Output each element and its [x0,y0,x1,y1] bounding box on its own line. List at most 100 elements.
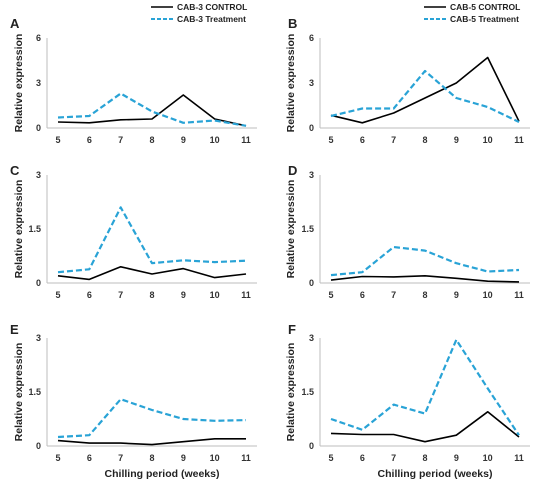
x-tick-label: 7 [391,453,396,463]
treatment-data-point [182,259,185,262]
treatment-data-point [57,271,60,274]
panel-letter: F [288,322,296,337]
control-data-point [119,118,122,121]
treatment-data-point [486,106,489,109]
x-tick-label: 6 [360,290,365,300]
x-tick-label: 10 [483,453,493,463]
x-tick-label: 8 [149,453,154,463]
legend-label: CAB-3 Treatment [177,14,246,24]
x-tick-label: 11 [241,453,251,463]
treatment-data-point [245,419,248,422]
treatment-data-point [424,249,427,252]
x-tick-label: 10 [483,135,493,145]
y-axis-title: Relative expression [13,343,25,442]
treatment-series-line [57,92,247,127]
control-data-point [213,276,216,279]
control-data-point [182,440,185,443]
treatment-data-point [213,419,216,422]
y-tick-label: 6 [36,33,41,43]
control-data-point [424,97,427,100]
control-data-point [245,437,248,440]
control-data-point [88,278,91,281]
control-data-point [361,433,364,436]
panel-d: D Relative expression 0 1.5 3 5 6 7 8 9 10 11 [285,163,530,300]
x-tick-label: 10 [210,453,220,463]
y-tick-label: 3 [309,333,314,343]
x-tick-label: 6 [360,453,365,463]
treatment-data-point [392,246,395,249]
control-data-point [182,267,185,270]
x-tick-label: 6 [87,290,92,300]
panel-c: C Relative expression 0 1.5 3 5 6 7 8 9 10 11 [10,163,257,300]
x-tick-label: 10 [210,135,220,145]
treatment-data-point [88,268,91,271]
control-data-point [88,121,91,124]
y-axis-title: Relative expression [285,34,297,133]
y-tick-label: 3 [36,170,41,180]
y-tick-label: 1.5 [301,387,314,397]
treatment-data-point [518,269,521,272]
y-axis-title: Relative expression [13,180,25,279]
treatment-data-point [151,409,154,412]
treatment-data-point [392,107,395,110]
control-data-point [361,275,364,278]
x-tick-label: 11 [514,453,524,463]
x-tick-label: 9 [454,290,459,300]
control-series-line [330,56,520,124]
control-data-point [245,273,248,276]
treatment-series-line [330,69,520,123]
control-data-point [455,277,458,280]
x-tick-label: 6 [87,453,92,463]
y-tick-label: 3 [309,170,314,180]
panel-b: B Relative expression 0 3 6 5 6 7 8 9 10 11 CAB-5 CO… [285,2,530,145]
x-axis-title: Chilling period (weeks) [105,468,220,480]
control-data-point [57,121,60,124]
y-tick-label: 0 [36,441,41,451]
treatment-data-point [455,97,458,100]
treatment-series-line [57,398,247,439]
control-data-point [330,432,333,435]
y-tick-label: 1.5 [28,224,41,234]
control-series-line [57,437,246,446]
x-tick-label: 9 [454,135,459,145]
treatment-data-point [213,119,216,122]
x-tick-label: 8 [422,453,427,463]
control-data-point [392,112,395,115]
panel-a: A Relative expression 0 3 6 5 6 7 8 9 10 11 CAB-3 CO… [10,2,257,145]
treatment-data-point [57,116,60,119]
x-tick-label: 11 [241,135,251,145]
treatment-data-point [119,206,122,209]
x-tick-label: 5 [328,453,333,463]
panel-e: E Relative expression 0 1.5 3 5 6 7 8 9 10 11 Chilli… [10,322,257,480]
x-tick-label: 9 [454,453,459,463]
control-data-point [57,274,60,277]
x-axis-title: Chilling period (weeks) [378,468,493,480]
treatment-data-point [88,115,91,118]
control-data-point [361,121,364,124]
x-tick-label: 7 [391,290,396,300]
control-data-point [119,265,122,268]
treatment-data-point [455,262,458,265]
treatment-data-point [361,428,364,431]
control-data-point [486,280,489,283]
x-tick-label: 5 [55,135,60,145]
panel-letter: B [288,16,297,31]
treatment-data-point [119,398,122,401]
y-tick-label: 1.5 [28,387,41,397]
legend-label: CAB-3 CONTROL [177,2,247,12]
control-data-point [392,433,395,436]
treatment-data-point [88,434,91,437]
control-data-point [455,434,458,437]
treatment-data-point [424,70,427,73]
legend-label: CAB-5 Treatment [450,14,519,24]
control-data-point [151,118,154,121]
control-series-line [57,265,247,281]
x-tick-label: 8 [422,135,427,145]
panel-letter: C [10,163,20,178]
treatment-data-point [57,436,60,439]
treatment-data-point [151,110,154,113]
control-data-point [486,410,489,413]
control-data-point [213,437,216,440]
control-data-point [486,56,489,59]
